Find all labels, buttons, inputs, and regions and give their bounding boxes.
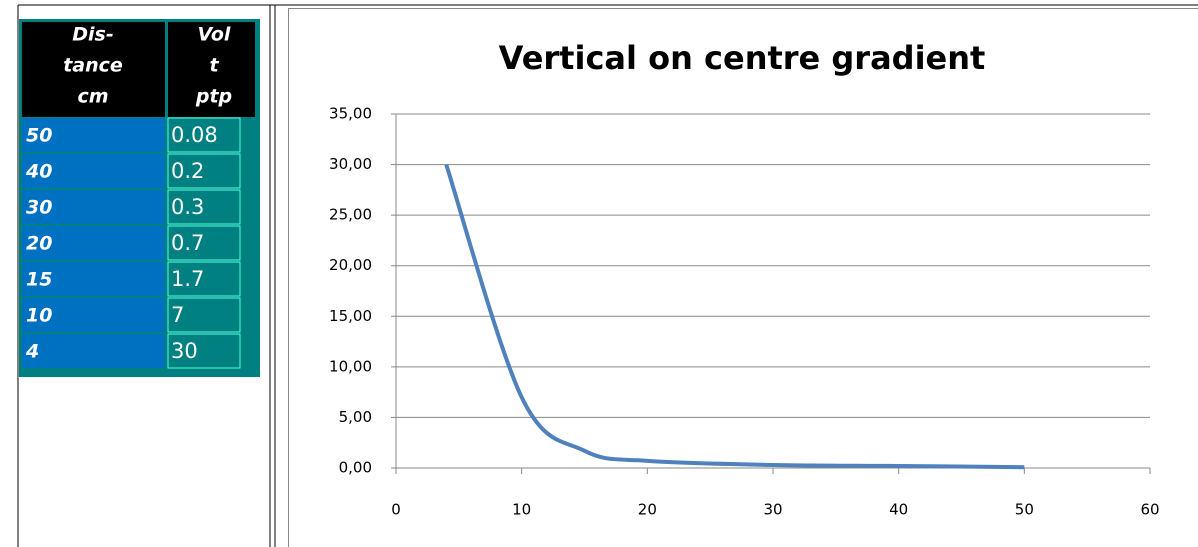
header-text: Vol <box>198 24 231 46</box>
cell-text: 1.7 <box>171 267 204 291</box>
y-tick-label: 0,00 <box>339 459 372 477</box>
y-tick-label: 10,00 <box>329 357 372 375</box>
cell <box>22 154 165 188</box>
x-tick-label: 60 <box>1140 501 1159 519</box>
cell <box>167 153 241 189</box>
cell <box>167 261 241 297</box>
header-text: tance <box>63 55 123 77</box>
cell-text: 0.3 <box>171 195 204 219</box>
x-tick-label: 20 <box>638 501 657 519</box>
cell <box>167 333 241 369</box>
y-tick-label: 35,00 <box>329 105 372 123</box>
chart-title: Vertical on centre gradient <box>499 39 986 77</box>
y-tick-label: 5,00 <box>339 408 372 426</box>
cell <box>167 189 241 225</box>
cell <box>22 262 165 296</box>
header-cell <box>22 22 165 117</box>
x-tick-label: 10 <box>512 501 531 519</box>
x-tick-label: 40 <box>889 501 908 519</box>
x-tick-label: 30 <box>763 501 782 519</box>
chart-frame <box>288 8 1198 547</box>
header-text: ptp <box>195 86 232 108</box>
cell-text: 0.08 <box>171 123 218 147</box>
x-tick-label: 50 <box>1015 501 1034 519</box>
cell <box>22 190 165 224</box>
data-line <box>444 163 1025 470</box>
cell <box>22 334 165 368</box>
y-tick-label: 30,00 <box>329 155 372 173</box>
cell-text: 4 <box>25 341 39 363</box>
cell-text: 15 <box>26 269 52 291</box>
cell-text: 30 <box>26 197 52 219</box>
cell-text: 30 <box>171 339 198 363</box>
cell-text: 10 <box>26 305 52 327</box>
cell <box>167 117 241 153</box>
y-tick-label: 20,00 <box>329 256 372 274</box>
header-text: t <box>209 55 219 77</box>
cell-text: 0.2 <box>171 159 204 183</box>
cell <box>167 297 241 333</box>
y-tick-label: 15,00 <box>329 307 372 325</box>
cell <box>22 298 165 332</box>
header-cell <box>168 22 255 117</box>
cell-text: 7 <box>171 303 184 327</box>
x-tick-label: 0 <box>391 501 401 519</box>
cell <box>22 226 165 260</box>
header-text: Dis- <box>72 24 113 46</box>
cell <box>22 118 165 152</box>
cell-text: 50 <box>26 125 52 147</box>
y-tick-label: 25,00 <box>329 206 372 224</box>
cell <box>167 225 241 261</box>
cell-text: 20 <box>26 233 52 255</box>
cell-text: 0.7 <box>171 231 204 255</box>
header-text: cm <box>77 86 108 108</box>
cell-text: 40 <box>25 161 52 183</box>
